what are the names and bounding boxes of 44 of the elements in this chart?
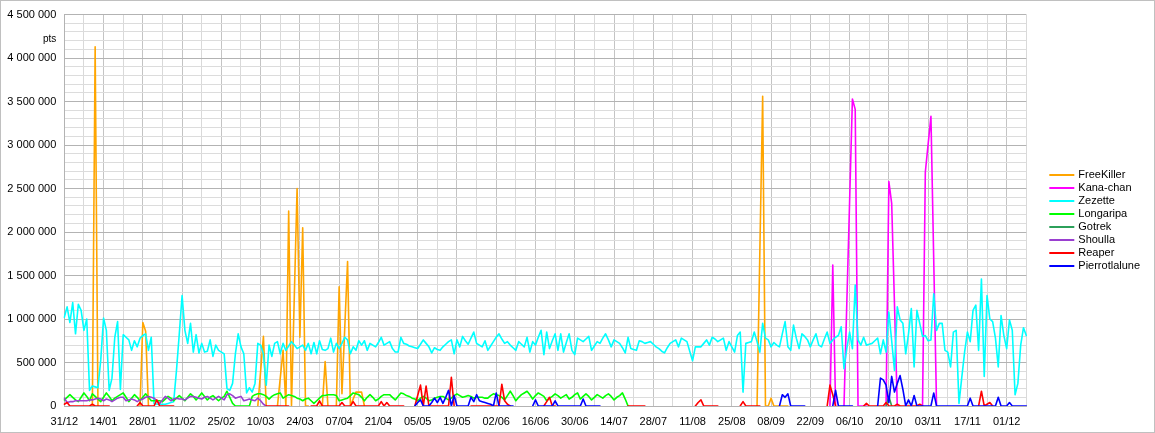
x-tick-label: 05/05	[403, 415, 432, 428]
y-tick-label: 3 000 000	[7, 138, 57, 151]
x-tick-label: 30/06	[560, 415, 589, 428]
y-tick-label: 500 000	[16, 355, 57, 368]
x-tick-label: 06/10	[835, 415, 864, 428]
y-tick-label: 0	[50, 399, 57, 412]
x-tick-label: 25/02	[207, 415, 236, 428]
x-tick-label: 14/07	[600, 415, 628, 428]
y-axis-title: pts	[42, 32, 57, 44]
x-tick-label: 17/11	[954, 415, 981, 428]
legend-label: Pierrotlalune	[1078, 259, 1141, 272]
y-tick-label: 4 500 000	[7, 7, 57, 20]
legend-label: Longaripa	[1078, 207, 1129, 220]
x-tick-label: 08/09	[757, 415, 785, 428]
x-tick-label: 02/06	[482, 415, 510, 428]
x-tick-label: 07/04	[325, 415, 353, 428]
legend-label: FreeKiller	[1078, 168, 1126, 181]
x-tick-label: 22/09	[796, 415, 825, 428]
x-tick-label: 21/04	[364, 415, 393, 428]
legend-label: Shoulla	[1078, 233, 1116, 246]
x-tick-label: 20/10	[875, 415, 903, 428]
x-tick-label: 10/03	[246, 415, 275, 428]
x-tick-label: 03/11	[914, 415, 942, 428]
x-tick-label: 11/08	[679, 415, 706, 428]
legend-label: Gotrek	[1078, 220, 1112, 233]
y-tick-label: 2 500 000	[7, 181, 57, 194]
y-tick-label: 3 500 000	[7, 94, 57, 107]
y-tick-label: 1 000 000	[7, 312, 57, 325]
x-tick-label: 24/03	[286, 415, 314, 428]
y-tick-label: 2 000 000	[7, 225, 57, 238]
y-tick-label: 1 500 000	[7, 268, 57, 281]
y-tick-label: 4 000 000	[7, 51, 57, 64]
x-tick-label: 16/06	[521, 415, 550, 428]
legend-label: Reaper	[1078, 246, 1115, 259]
legend-label: Kana-chan	[1078, 181, 1132, 194]
x-tick-label: 01/12	[992, 415, 1021, 428]
x-tick-label: 28/07	[639, 415, 668, 428]
x-tick-label: 31/12	[50, 415, 79, 428]
x-tick-label: 28/01	[129, 415, 157, 428]
x-tick-label: 11/02	[168, 415, 196, 428]
x-tick-label: 19/05	[443, 415, 471, 428]
legend-label: Zezette	[1078, 194, 1115, 207]
x-tick-label: 14/01	[89, 415, 118, 428]
x-tick-label: 25/08	[718, 415, 746, 428]
